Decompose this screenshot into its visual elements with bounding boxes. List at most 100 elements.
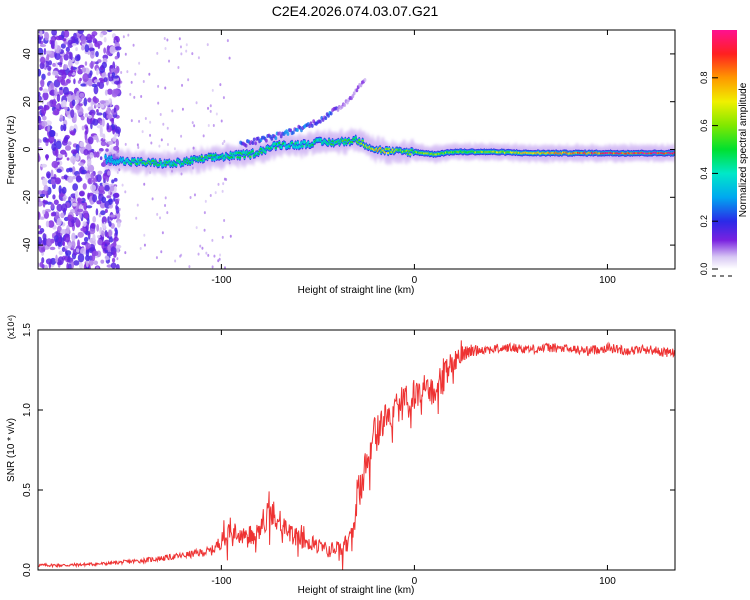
noise-cell	[103, 77, 108, 83]
noise-cell	[83, 201, 88, 211]
noise-cell	[56, 76, 64, 83]
noise-cell	[130, 80, 133, 84]
noise-cell	[96, 82, 100, 87]
noise-cell	[117, 250, 120, 254]
noise-cell	[111, 257, 116, 263]
noise-cell	[96, 67, 99, 76]
noise-cell	[106, 88, 113, 95]
noise-cell	[67, 39, 74, 48]
noise-cell	[87, 97, 92, 103]
noise-cell	[38, 111, 41, 117]
noise-cell	[47, 72, 51, 76]
noise-cell	[149, 133, 152, 137]
noise-cell	[79, 141, 85, 148]
noise-cell	[149, 120, 152, 124]
noise-cell	[67, 94, 73, 103]
noise-cell	[61, 203, 68, 213]
noise-cell	[51, 30, 57, 36]
noise-cell	[114, 126, 121, 135]
branch-cell	[279, 134, 283, 139]
noise-cell	[99, 33, 104, 38]
noise-cell	[65, 78, 71, 84]
noise-cell	[38, 262, 41, 268]
noise-cell	[59, 149, 67, 155]
noise-cell	[92, 177, 96, 184]
x-tick-label: 100	[599, 275, 616, 286]
noise-cell	[87, 177, 93, 185]
noise-cell	[162, 122, 165, 126]
noise-cell	[43, 185, 49, 192]
ridge-cell	[236, 156, 239, 159]
noise-cell	[115, 204, 118, 211]
noise-cell	[40, 78, 45, 88]
noise-cell	[76, 218, 80, 225]
snr-axes-frame	[37, 329, 676, 571]
noise-cell	[103, 221, 106, 230]
branch-cell	[319, 119, 322, 124]
noise-cell	[55, 61, 58, 70]
noise-cell	[90, 222, 96, 229]
noise-cell	[174, 259, 177, 263]
ridge-cell	[378, 147, 382, 150]
noise-cell	[73, 78, 76, 85]
noise-cell	[143, 233, 146, 237]
noise-cell	[180, 52, 183, 56]
noise-cell	[88, 47, 95, 51]
branch-cell	[278, 131, 282, 136]
noise-cell	[81, 67, 87, 73]
spectrogram-y-ticks: -40 -20 0 20 40	[22, 48, 675, 252]
noise-cell	[90, 184, 97, 192]
snr-series-line	[38, 340, 675, 570]
noise-cell	[112, 136, 117, 142]
noise-cell	[45, 238, 53, 247]
noise-cell	[180, 134, 183, 138]
noise-cell	[103, 36, 107, 43]
noise-cell	[63, 53, 69, 61]
noise-cell	[79, 77, 82, 82]
noise-cell	[127, 33, 130, 37]
noise-cell	[77, 30, 84, 34]
ridge-cell	[251, 150, 254, 153]
noise-cell	[42, 209, 46, 215]
noise-cell	[81, 169, 87, 175]
noise-cell	[47, 124, 50, 132]
noise-cell	[209, 109, 212, 113]
spectrogram-y-axis-label: Frequency (Hz)	[6, 116, 17, 185]
branch-cell	[336, 107, 340, 112]
noise-cell	[156, 51, 159, 55]
noise-cell	[80, 83, 87, 87]
noise-cell	[82, 183, 87, 190]
noise-cell	[108, 98, 112, 103]
noise-cell	[87, 136, 94, 145]
noise-cell	[109, 185, 115, 192]
colorbar-tick-label: 0.2	[699, 215, 709, 228]
noise-cell	[117, 84, 121, 89]
noise-cell	[108, 221, 112, 227]
ridge-cell	[175, 163, 178, 166]
noise-cell	[223, 266, 226, 269]
branch-cell	[291, 130, 295, 135]
noise-cell	[111, 118, 115, 125]
y-tick-label: 40	[22, 48, 33, 60]
noise-cell	[104, 184, 110, 192]
noise-cell	[121, 183, 124, 187]
noise-cell	[118, 207, 121, 211]
noise-cell	[66, 225, 70, 234]
noise-cell	[54, 52, 61, 61]
noise-cell	[38, 115, 42, 124]
noise-cell	[77, 253, 85, 263]
noise-cell	[89, 227, 96, 235]
noise-cell	[44, 31, 50, 41]
x-tick-label: -100	[211, 275, 231, 286]
noise-cell	[83, 236, 89, 243]
ridge-cell	[247, 152, 251, 155]
noise-cell	[99, 126, 103, 135]
noise-cell	[60, 229, 67, 235]
noise-cell	[54, 40, 58, 50]
noise-cell	[217, 182, 220, 186]
noise-cell	[73, 37, 79, 42]
noise-cell	[39, 30, 43, 37]
noise-cell	[107, 170, 111, 176]
noise-cell	[50, 40, 55, 49]
noise-cell	[60, 124, 64, 132]
